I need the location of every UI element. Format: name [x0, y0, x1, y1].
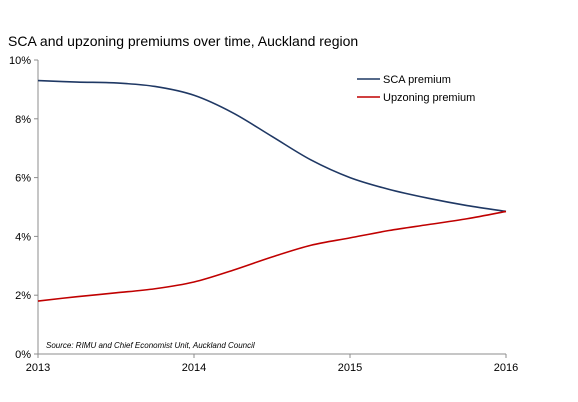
- x-tick-label: 2013: [26, 362, 50, 374]
- series-line-upzoning-premium: [37, 210, 507, 302]
- y-tick-label: 8%: [15, 114, 31, 126]
- x-tick-label: 2015: [338, 362, 362, 374]
- x-tick-label: 2014: [182, 362, 206, 374]
- y-tick-label: 2%: [15, 290, 31, 302]
- y-tick-label: 6%: [15, 173, 31, 185]
- legend-label-upzoning-premium: Upzoning premium: [383, 92, 475, 104]
- tick-labels: 0% 2% 4% 6% 8% 10% 2013 2014 2015 2016: [9, 55, 518, 374]
- y-tick-label: 0%: [15, 349, 31, 361]
- y-tick-label: 4%: [15, 231, 31, 243]
- series-lines: [37, 79, 507, 302]
- x-tick-label: 2016: [494, 362, 518, 374]
- chart-title: SCA and upzoning premiums over time, Auc…: [8, 33, 359, 49]
- axes: [37, 60, 506, 355]
- source-note: Source: RIMU and Chief Economist Unit, A…: [46, 341, 255, 350]
- legend: SCA premium Upzoning premium: [357, 74, 475, 104]
- series-line-sca-premium: [37, 79, 507, 213]
- legend-label-sca-premium: SCA premium: [383, 74, 451, 86]
- y-tick-label: 10%: [9, 55, 31, 67]
